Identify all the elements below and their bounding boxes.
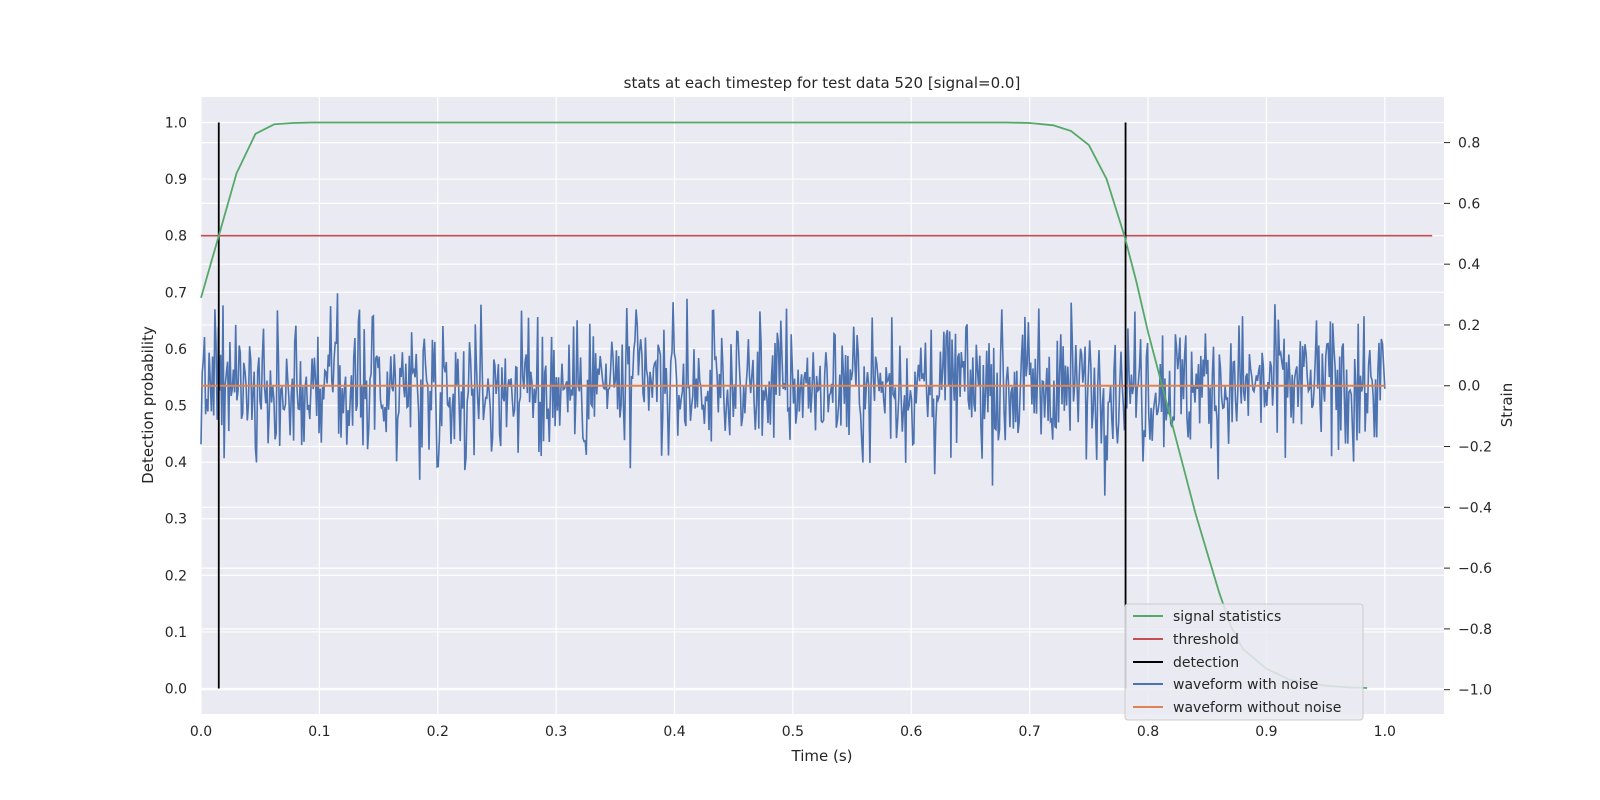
x-tick-label: 0.6 — [900, 724, 922, 740]
y-tick-label: 0.1 — [165, 625, 187, 641]
y-tick-label: 0.8 — [165, 229, 187, 245]
y2-tick-label: 0.8 — [1458, 136, 1480, 152]
x-tick-label: 0.8 — [1137, 724, 1159, 740]
x-tick-label: 0.3 — [545, 724, 567, 740]
x-tick-label: 0.0 — [190, 724, 212, 740]
y-tick-label: 1.0 — [165, 115, 187, 131]
legend-label-detection: detection — [1173, 655, 1239, 671]
legend-label-threshold: threshold — [1173, 632, 1239, 648]
y-tick-label: 0.3 — [165, 512, 187, 528]
y2-tick-label: 0.0 — [1458, 379, 1480, 395]
y2-tick-label: 0.6 — [1458, 196, 1480, 212]
legend-label-signal-statistics: signal statistics — [1173, 609, 1281, 625]
y-tick-label: 0.7 — [165, 285, 187, 301]
x-tick-label: 0.9 — [1255, 724, 1277, 740]
chart-title: stats at each timestep for test data 520… — [624, 74, 1021, 92]
legend-label-waveform-without-noise: waveform without noise — [1173, 700, 1341, 716]
y-tick-label: 0.5 — [165, 399, 187, 415]
x-tick-label: 1.0 — [1374, 724, 1396, 740]
y2-axis-label: Strain — [1498, 383, 1516, 427]
x-tick-label: 0.1 — [308, 724, 330, 740]
y2-tick-label: −0.6 — [1458, 561, 1492, 577]
y2-tick-label: 0.4 — [1458, 257, 1480, 273]
x-tick-label: 0.4 — [663, 724, 685, 740]
y2-tick-label: 0.2 — [1458, 318, 1480, 334]
y-tick-label: 0.4 — [165, 455, 187, 471]
y-tick-label: 0.2 — [165, 568, 187, 584]
y2-tick-label: −0.2 — [1458, 440, 1492, 456]
x-tick-label: 0.7 — [1019, 724, 1041, 740]
ticks-layer: 0.0 0.1 0.2 0.3 0.4 0.5 0.6 0.7 0.8 0.9 1.0 0.0 0.1 0… — [165, 115, 1492, 740]
legend-label-waveform-with-noise: waveform with noise — [1173, 677, 1318, 693]
legend-box — [1124, 603, 1364, 721]
y2-tick-label: −0.4 — [1458, 500, 1492, 516]
y2-tick-label: −0.8 — [1458, 622, 1492, 638]
y-tick-label: 0.0 — [165, 682, 187, 698]
x-axis-label: Time (s) — [791, 747, 853, 765]
x-tick-label: 0.5 — [782, 724, 804, 740]
y-axis-label: Detection probability — [139, 326, 157, 484]
y2-tick-label: −1.0 — [1458, 683, 1492, 699]
y-tick-label: 0.9 — [165, 172, 187, 188]
y-tick-label: 0.6 — [165, 342, 187, 358]
legend: signal statistics threshold detection wa… — [1124, 603, 1364, 721]
x-tick-label: 0.2 — [427, 724, 449, 740]
